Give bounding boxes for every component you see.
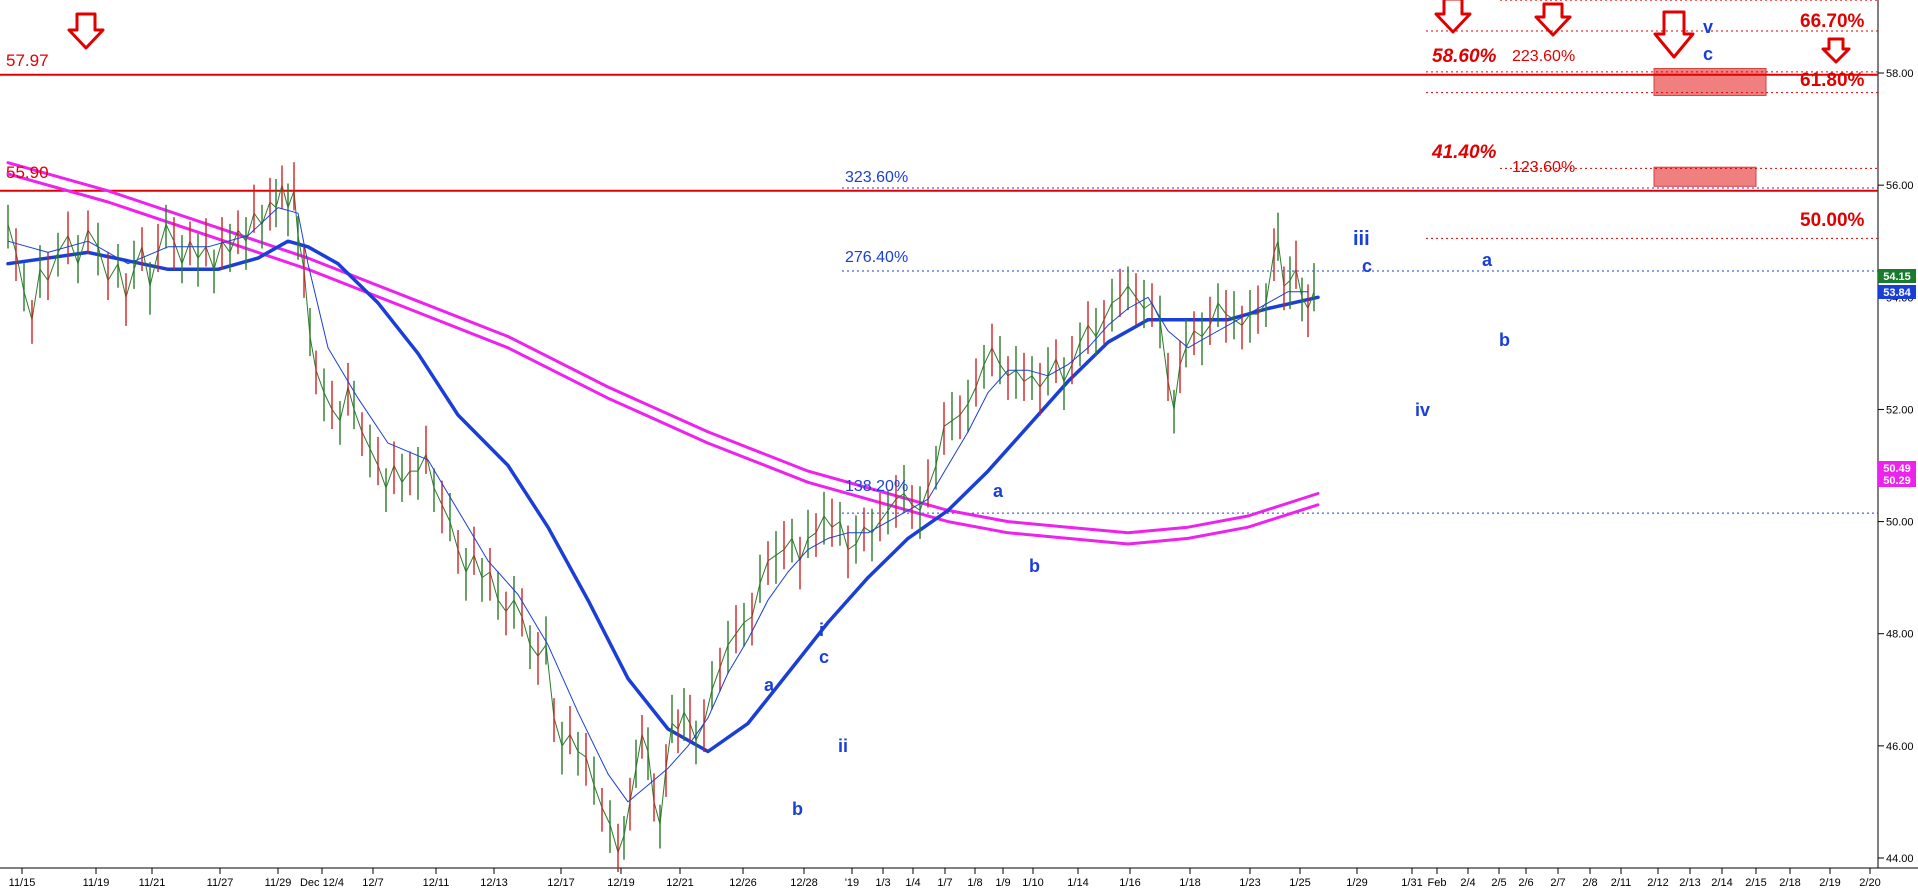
price-badge-label: 54.15	[1883, 271, 1911, 283]
x-tick-label: 11/27	[207, 877, 234, 889]
series-layer	[6, 161, 1320, 873]
y-tick-label: 46.00	[1886, 741, 1914, 753]
y-tick-label: 52.00	[1886, 404, 1914, 416]
x-tick-label: 12/13	[480, 877, 508, 889]
x-tick-label: 1/3	[875, 877, 890, 889]
wave-label-b1: b	[792, 799, 803, 819]
down-arrow-icon	[1653, 10, 1695, 59]
price-badge-label: 53.84	[1883, 287, 1911, 299]
x-tick-label: 1/4	[905, 877, 920, 889]
wave-label-c1: c	[819, 647, 829, 667]
wave-label-a1: a	[764, 675, 775, 695]
x-tick-label: 2/11	[1611, 877, 1632, 889]
wave-label-iii: iii	[1353, 228, 1370, 250]
x-tick-label: 12/28	[790, 877, 818, 889]
x-tick-label: 12/11	[423, 877, 450, 889]
level-label-55-90: 55.90	[6, 163, 49, 182]
wave-label-c3: c	[1703, 44, 1713, 64]
x-tick-label: 11/21	[139, 877, 166, 889]
pct-label-58-60: 58.60%	[1432, 46, 1497, 67]
x-tick-label: '19	[845, 877, 859, 889]
x-tick-label: 12/19	[607, 877, 635, 889]
x-tick-label: 1/23	[1239, 877, 1260, 889]
x-tick-label: Feb	[1428, 877, 1447, 889]
x-tick-label: 2/13	[1679, 877, 1700, 889]
x-tick-label: 1/31	[1401, 877, 1422, 889]
target-zone-lower	[1653, 166, 1757, 187]
wave-label-b3: b	[1499, 330, 1510, 350]
y-tick-label: 44.00	[1886, 853, 1914, 865]
x-tick-label: 2/14	[1711, 877, 1732, 889]
series-short-ma	[7, 207, 1309, 803]
down-arrow-icon	[1534, 2, 1572, 37]
level-label-57-97: 57.97	[6, 51, 49, 70]
wave-label-b2: b	[1029, 556, 1040, 576]
x-tick-label: 12/7	[362, 877, 383, 889]
fib-label-138: 138.20%	[845, 478, 908, 495]
pct-label-61-80: 61.80%	[1800, 70, 1865, 91]
x-tick-label: 2/5	[1491, 877, 1506, 889]
x-tick-label: 2/19	[1819, 877, 1840, 889]
price-badge	[1878, 285, 1916, 299]
x-tick-label: 2/12	[1647, 877, 1668, 889]
pct-label-50-00: 50.00%	[1800, 210, 1865, 231]
x-tick-label: 1/29	[1346, 877, 1367, 889]
axis-layer: 44.0046.0048.0050.0052.0054.0056.0058.00…	[9, 68, 1914, 889]
y-tick-label: 50.00	[1886, 517, 1914, 529]
fib-label-276: 276.40%	[845, 249, 908, 266]
x-tick-label: 1/10	[1022, 877, 1043, 889]
down-arrow-icon	[67, 12, 105, 50]
price-badge	[1878, 461, 1916, 475]
price-badge-label: 50.49	[1883, 463, 1911, 475]
down-arrow-icon	[1434, 0, 1472, 34]
x-tick-label: 11/15	[9, 877, 36, 889]
wave-label-iv: iv	[1415, 400, 1430, 420]
series-long-ma-lower	[6, 172, 1320, 546]
down-arrow-icon	[1821, 37, 1851, 64]
y-tick-label: 56.00	[1886, 180, 1914, 192]
x-tick-label: 11/29	[265, 877, 292, 889]
x-tick-label: 2/7	[1550, 877, 1565, 889]
pct-label-41-40: 41.40%	[1431, 142, 1497, 163]
target-zones	[1653, 68, 1767, 187]
wave-label-c2: c	[1362, 256, 1372, 276]
series-medium-ma	[6, 239, 1320, 754]
wave-label-v: v	[1703, 17, 1713, 37]
pct-label-223-60: 223.60%	[1512, 48, 1575, 65]
x-tick-label: 11/19	[83, 877, 110, 889]
x-tick-label: 2/8	[1582, 877, 1597, 889]
x-tick-label: 2/18	[1779, 877, 1800, 889]
x-tick-label: 12/21	[666, 877, 694, 889]
x-tick-label: 1/14	[1067, 877, 1088, 889]
x-tick-label: 12/17	[547, 877, 575, 889]
x-tick-label: 1/8	[967, 877, 982, 889]
x-tick-label: 12/26	[729, 877, 757, 889]
wave-label-a2: a	[993, 481, 1004, 501]
pct-label-66-70: 66.70%	[1800, 11, 1865, 32]
price-badge	[1878, 473, 1916, 487]
price-badge	[1878, 269, 1916, 283]
x-tick-label: 2/15	[1745, 877, 1766, 889]
price-badge-label: 50.29	[1883, 475, 1911, 487]
fib-label-323: 323.60%	[845, 169, 908, 186]
x-tick-label: Dec 12/4	[300, 877, 344, 889]
x-tick-label: 1/7	[937, 877, 952, 889]
wave-label-a3: a	[1482, 250, 1493, 270]
x-tick-label: 1/18	[1179, 877, 1200, 889]
x-tick-label: 1/16	[1119, 877, 1140, 889]
x-tick-label: 2/4	[1460, 877, 1475, 889]
target-zone-upper	[1653, 68, 1767, 96]
y-tick-label: 58.00	[1886, 68, 1914, 80]
y-tick-label: 48.00	[1886, 629, 1914, 641]
level-lines	[0, 0, 1878, 514]
wave-label-ii: ii	[838, 736, 848, 756]
pct-label-123-60: 123.60%	[1512, 159, 1575, 176]
wave-label-i: i	[819, 620, 824, 640]
x-tick-label: 1/9	[995, 877, 1010, 889]
x-tick-label: 1/25	[1289, 877, 1310, 889]
x-tick-label: 2/6	[1518, 877, 1533, 889]
x-tick-label: 2/20	[1859, 877, 1880, 889]
